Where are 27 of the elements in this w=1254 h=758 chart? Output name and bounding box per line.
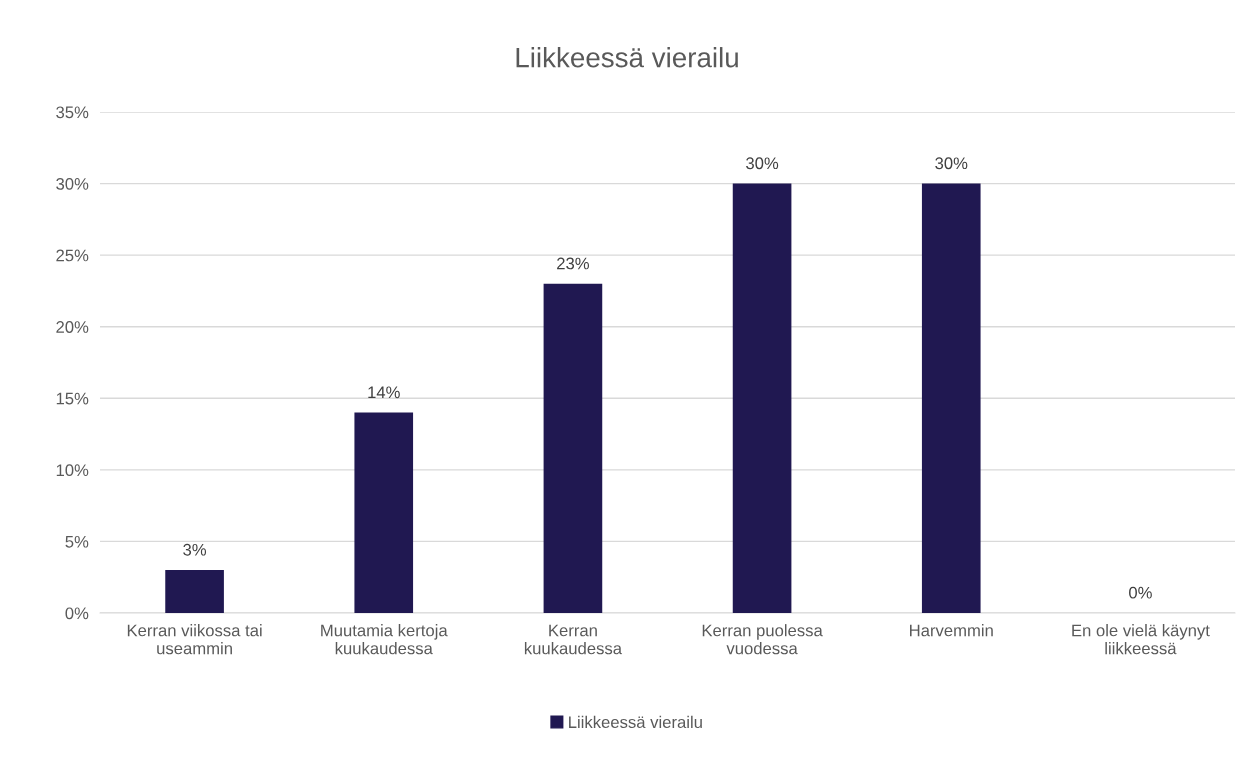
y-tick-label: 35% [56,106,89,119]
bar [543,283,603,613]
bar [165,570,224,613]
x-tick-label: Muutamia kertoja kuukaudessa [321,624,448,655]
bar [732,183,792,613]
data-label: 30% [935,157,968,170]
y-tick-label: 15% [56,392,89,405]
bar [921,183,981,613]
x-tick-label: Kerran kuukaudessa [524,624,623,655]
y-tick-label: 30% [56,177,89,190]
y-tick-label: 20% [56,321,89,333]
data-label: 3% [183,543,207,556]
data-label: 23% [557,257,589,270]
y-tick-label: 10% [56,464,89,477]
y-tick-label: 0% [65,607,89,620]
y-tick-label: 25% [56,249,89,262]
data-label: 30% [746,157,779,170]
x-tick-label: En ole vielä käynyt liikkeessä [1072,624,1210,655]
legend-label: Liikkeessä vierailu [569,715,702,729]
chart-title: Liikkeessä vierailu [516,47,738,68]
x-tick-label: Harvemmin [910,624,993,637]
y-tick-label: 5% [65,535,89,548]
x-tick-label: Kerran viikossa tai useammin [127,624,262,655]
data-label: 0% [1129,586,1152,599]
bar [354,412,414,613]
data-label: 14% [368,386,400,399]
x-tick-label: Kerran puolessa vuodessa [702,624,823,655]
